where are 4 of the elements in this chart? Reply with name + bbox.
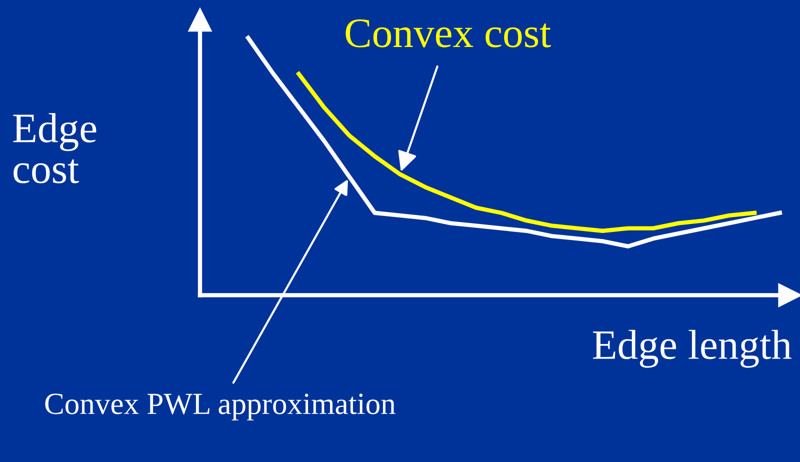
series-label: Convex cost — [346, 19, 551, 48]
x-axis-title: Edge length — [593, 330, 792, 368]
y-axis-title: Edge cost — [13, 113, 96, 184]
text: Convex PWL approximation — [45, 394, 396, 420]
